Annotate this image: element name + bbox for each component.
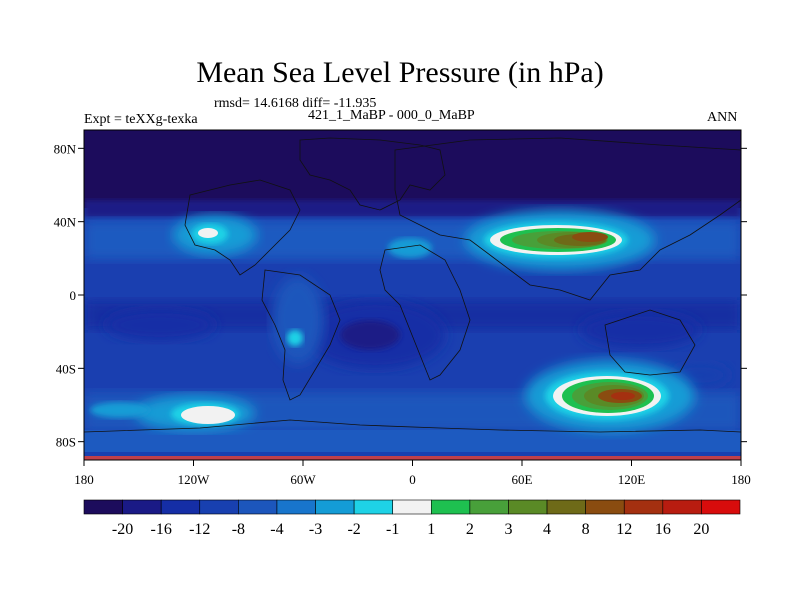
x-tick-label: 120W xyxy=(178,472,211,487)
south-america-field xyxy=(272,276,324,364)
coast-eurasia xyxy=(394,137,741,301)
coast-africa xyxy=(379,244,471,381)
band-south-pole-edge xyxy=(84,456,741,460)
x-tick-label: 0 xyxy=(409,472,416,487)
colorbar-label: 3 xyxy=(504,521,512,538)
coast-greenland xyxy=(299,137,446,211)
colorbar-swatch xyxy=(430,499,471,515)
colorbar-swatch xyxy=(238,499,278,515)
band-subpolar-north xyxy=(84,200,741,218)
colorbar-swatch xyxy=(160,499,201,515)
field-layer xyxy=(84,130,741,460)
x-axis: 180 120W 60W 0 60E 120E 180 xyxy=(74,460,751,487)
colorbar-swatch xyxy=(546,499,586,515)
colorbar-label: 4 xyxy=(543,521,551,538)
colorbar-swatch xyxy=(469,499,509,515)
colorbar-label: -8 xyxy=(232,521,245,538)
colorbar-swatch xyxy=(276,499,316,515)
colorbar-label: -20 xyxy=(112,521,133,538)
y-tick-label: 40S xyxy=(56,361,76,376)
colorbar-label: 12 xyxy=(616,521,632,538)
y-tick-label: 40N xyxy=(54,215,77,230)
x-tick-label: 60W xyxy=(290,472,316,487)
chart-title: Mean Sea Level Pressure (in hPa) xyxy=(196,56,604,89)
x-tick-label: 120E xyxy=(618,472,646,487)
colorbar-label: -1 xyxy=(386,521,399,538)
x-tick-label: 180 xyxy=(731,472,751,487)
colorbar-label: 20 xyxy=(693,521,709,538)
colorbar-swatch xyxy=(508,499,548,515)
colorbar-label: 8 xyxy=(582,521,590,538)
pacific-lows xyxy=(105,309,730,387)
asia-high xyxy=(388,210,655,270)
colorbar-label: -3 xyxy=(309,521,322,538)
colorbar-swatch xyxy=(83,499,123,515)
colorbar: -20 -16 -12 -8 -4 -3 -2 -1 1 2 3 4 8 12 16 20 xyxy=(83,499,741,538)
stats-text: rmsd= 14.6168 diff= -11.935 xyxy=(214,96,377,111)
colorbar-swatch xyxy=(122,499,162,515)
colorbar-label: -12 xyxy=(189,521,210,538)
colorbar-swatch xyxy=(392,499,432,515)
y-axis: 80N 40N 0 40S 80S xyxy=(54,141,747,450)
colorbar-swatch xyxy=(662,499,702,515)
colorbar-swatch xyxy=(353,499,394,515)
band-polar-north xyxy=(84,130,741,208)
y-tick-label: 80S xyxy=(56,435,76,450)
coast-australia xyxy=(604,309,696,376)
x-tick-label: 180 xyxy=(74,472,94,487)
colorbar-swatch xyxy=(199,499,239,515)
y-tick-label: 80N xyxy=(54,141,77,156)
antarctic-high xyxy=(90,395,255,431)
na-high xyxy=(173,215,257,255)
y-tick-label: 0 xyxy=(70,288,77,303)
coast-south-america xyxy=(261,269,341,401)
coast-antarctica xyxy=(84,419,741,433)
colorbar-swatch xyxy=(623,499,664,515)
colorbar-label: 16 xyxy=(655,521,671,538)
chart-subtitle: 421_1_MaBP - 000_0_MaBP xyxy=(308,108,475,123)
colorbar-swatch xyxy=(701,499,741,515)
colorbar-label: -2 xyxy=(347,521,360,538)
south-pacific-high xyxy=(525,360,695,432)
colorbar-label: 1 xyxy=(427,521,435,538)
x-tick-label: 60E xyxy=(512,472,533,487)
colorbar-label: -4 xyxy=(270,521,283,538)
colorbar-label: -16 xyxy=(151,521,172,538)
colorbar-label: 2 xyxy=(466,521,474,538)
colorbar-swatch xyxy=(315,499,355,515)
coast-north-america xyxy=(184,179,301,276)
colorbar-swatch xyxy=(585,499,625,515)
atlantic-low xyxy=(305,301,445,369)
experiment-label: Expt = teXXg-texka xyxy=(84,112,198,127)
coastlines xyxy=(84,137,741,433)
season-label: ANN xyxy=(707,110,738,125)
